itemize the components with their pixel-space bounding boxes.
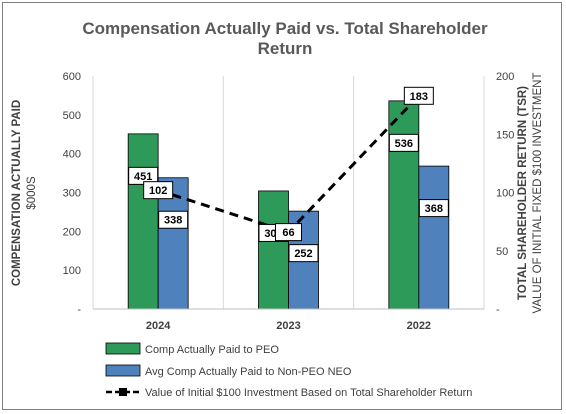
left-axis-tick-label: 300: [63, 188, 81, 200]
bars: [127, 100, 450, 310]
category-label: 2022: [407, 320, 431, 332]
chart-title-line2: Return: [258, 39, 313, 58]
category-label: 2023: [276, 320, 300, 332]
legend-label-peo: Comp Actually Paid to PEO: [145, 344, 279, 356]
data-label-neo-2022-box: [418, 199, 449, 218]
left-axis-tick-label: 200: [63, 226, 81, 238]
chart-svg: Compensation Actually Paid vs. Total Sha…: [11, 19, 544, 399]
left-axis-tick-label: 500: [63, 110, 81, 122]
data-label-neo-2024-box: [158, 210, 189, 229]
data-label-peo-2024-box: [128, 166, 159, 185]
data-label-neo-2023-box: [288, 244, 319, 263]
bar-peo-2022: [388, 100, 420, 310]
bar-peo-2023: [258, 190, 289, 310]
data-label-tsr-2022-box: [403, 86, 434, 105]
category-labels: 2024 2023 2022: [146, 320, 431, 332]
chart-title-line1: Compensation Actually Paid vs. Total Sha…: [82, 19, 488, 38]
data-label-tsr-2022: 183: [410, 91, 428, 103]
chart-frame: Compensation Actually Paid vs. Total Sha…: [2, 2, 562, 410]
data-label-peo-2022-box: [388, 133, 419, 152]
right-axis-tick-label: 50: [496, 246, 508, 258]
left-axis-tick-label: 600: [63, 71, 81, 83]
bar-neo-2024: [157, 177, 189, 310]
data-label-peo-2024: 451: [134, 171, 152, 183]
right-axis-tick-label: 150: [496, 129, 514, 141]
right-axis-ticks: - 50 100 150 200: [496, 71, 514, 316]
left-axis-tick-label: 400: [63, 149, 81, 161]
data-label-tsr-2023: 66: [282, 227, 294, 239]
data-label-tsr-2024-box: [143, 181, 174, 200]
legend: Comp Actually Paid to PEO Avg Comp Actua…: [105, 342, 472, 399]
legend-marker-tsr: [119, 388, 127, 396]
left-axis-tick-label: 100: [63, 265, 81, 277]
legend-swatch-peo: [105, 342, 141, 355]
bar-peo-2024: [127, 133, 159, 310]
right-axis-subtitle: VALUE OF INITIAL FIXED $100 INVESTMENT: [532, 73, 544, 314]
data-label-neo-2022: 368: [425, 203, 443, 215]
data-label-tsr-2024: 102: [149, 185, 167, 197]
left-axis-subtitle: $000S: [26, 176, 38, 210]
left-axis-ticks: - 100 200 300 400 500 600: [63, 71, 82, 316]
right-axis-tick-label: 100: [496, 188, 514, 200]
bar-neo-2022: [418, 165, 450, 310]
data-label-tsr-2023-box: [275, 223, 302, 242]
legend-swatch-neo: [105, 364, 141, 377]
left-axis-title: COMPENSATION ACTUALLY PAID: [11, 100, 23, 286]
right-axis-title: TOTAL SHAREHOLDER RETURN (TSR): [517, 86, 529, 300]
gridlines: [92, 76, 485, 309]
data-label-neo-2024: 338: [164, 215, 182, 227]
data-label-neo-2023: 252: [294, 248, 312, 260]
category-label: 2024: [146, 320, 171, 332]
legend-label-neo: Avg Comp Actually Paid to Non-PEO NEO: [145, 366, 352, 378]
legend-label-tsr: Value of Initial $100 Investment Based o…: [145, 387, 472, 399]
right-axis-tick-label: -: [496, 304, 500, 316]
data-label-peo-2022: 536: [395, 138, 413, 150]
right-axis-tick-label: 200: [496, 71, 514, 83]
left-axis-tick-label: -: [77, 304, 81, 316]
